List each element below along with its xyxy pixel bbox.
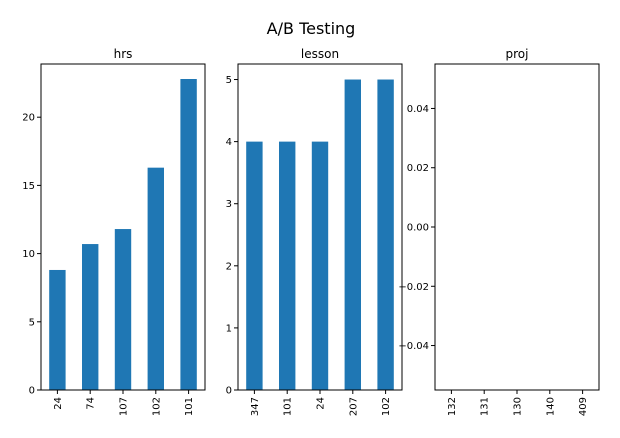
y-tick-label: −0.04 — [398, 341, 429, 352]
y-tick-label: 0 — [226, 386, 232, 397]
x-tick-label: 130 — [513, 397, 524, 416]
y-tick-label: 2 — [226, 261, 232, 272]
bar-24 — [311, 141, 329, 390]
x-tick-label: 101 — [283, 397, 294, 416]
x-tick-label: 102 — [381, 397, 392, 416]
y-tick-label: 0.02 — [407, 163, 429, 174]
x-tick-label: 132 — [447, 397, 458, 416]
bar-207 — [344, 79, 361, 391]
x-tick-label: 74 — [86, 397, 97, 410]
y-tick-label: 0.04 — [407, 104, 429, 115]
axes-frame — [237, 63, 403, 391]
x-tick-label: 107 — [119, 397, 130, 416]
y-tick-label: 20 — [22, 113, 35, 124]
bar-107 — [114, 229, 132, 390]
axes-frame — [40, 63, 206, 391]
panel-hrs: hrs 24 74 107 102 101 0 5 10 15 20 — [22, 47, 206, 416]
y-tick-label: 1 — [226, 323, 232, 334]
bar-74 — [82, 244, 99, 390]
panel-title: lesson — [301, 47, 339, 61]
x-tick-label: 24 — [316, 397, 327, 410]
bar-101 — [180, 79, 197, 390]
panel-title: proj — [506, 47, 529, 61]
x-tick-label: 101 — [184, 397, 195, 416]
panel-title: hrs — [114, 47, 133, 61]
x-tick-label: 24 — [53, 397, 64, 410]
x-tick-label: 140 — [545, 397, 556, 416]
x-tick-label: 207 — [348, 397, 359, 416]
y-tick-label: 10 — [22, 249, 35, 260]
bar-347 — [246, 141, 263, 390]
panel-lesson: lesson 347 101 24 207 102 0 1 2 3 4 5 — [226, 47, 403, 416]
y-tick-label: 0 — [29, 386, 35, 397]
panel-proj: proj 132 131 130 140 409 −0.04 −0.02 0.00 0.02 0.0… — [398, 47, 600, 416]
y-tick-label: 15 — [22, 181, 35, 192]
figure-title: A/B Testing — [267, 19, 356, 38]
x-tick-label: 102 — [151, 397, 162, 416]
bar-102 — [147, 167, 164, 390]
y-tick-label: −0.02 — [398, 282, 429, 293]
x-tick-label: 409 — [578, 397, 589, 416]
y-tick-label: 0.00 — [407, 223, 429, 234]
y-tick-label: 5 — [226, 75, 232, 86]
bar-24 — [49, 269, 66, 390]
bar-102 — [377, 79, 394, 391]
x-tick-label: 347 — [250, 397, 261, 416]
y-tick-label: 5 — [29, 317, 35, 328]
bar-101 — [279, 141, 296, 390]
y-tick-label: 3 — [226, 199, 232, 210]
y-tick-label: 4 — [226, 137, 232, 148]
axes-frame — [434, 63, 600, 391]
x-tick-label: 131 — [480, 397, 491, 416]
